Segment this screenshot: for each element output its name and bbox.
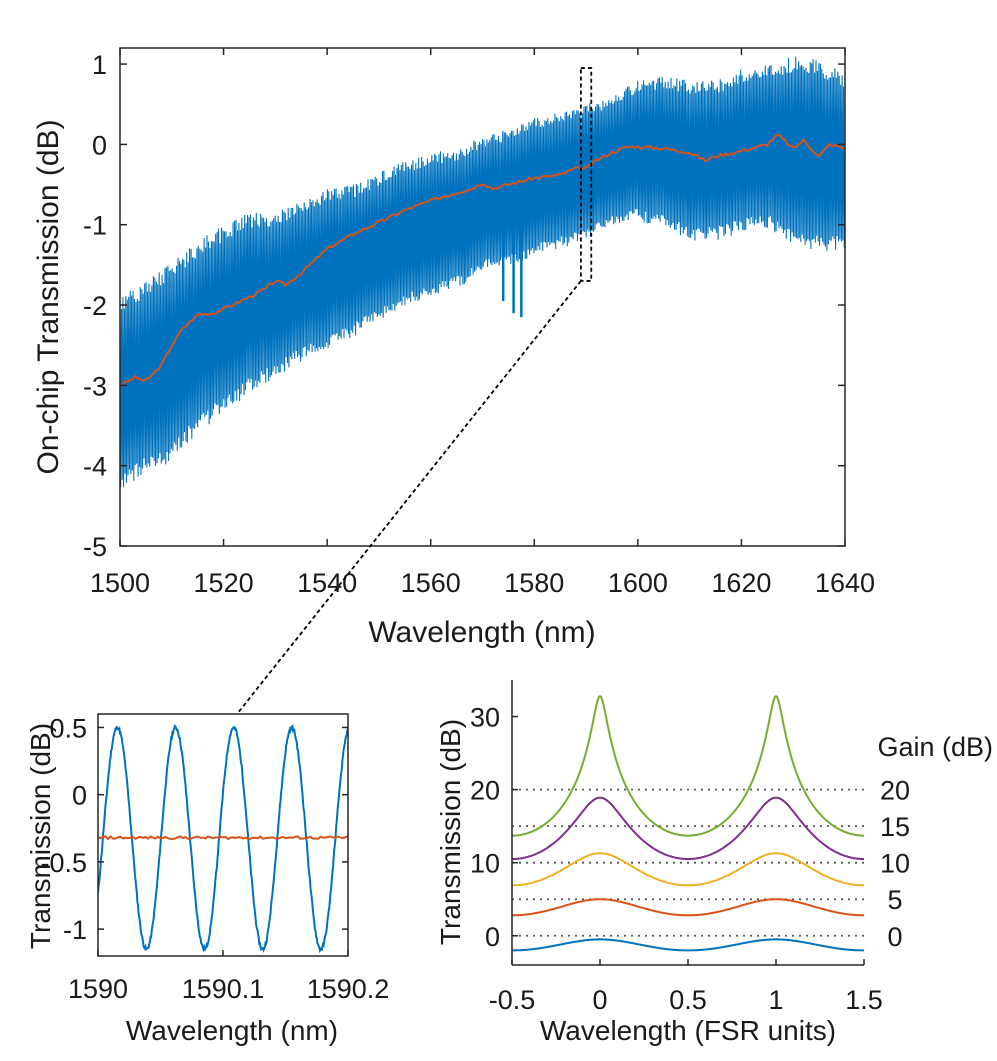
model-x-tick-label: -0.5 (489, 985, 536, 1015)
gain-curve-15 (512, 796, 864, 860)
raw-transmission-trace (120, 56, 845, 488)
main-x-tick-label: 1640 (815, 568, 875, 598)
zoom-chart: 1590 1590.1 1590.2 0.5 0 -0.5 -1 Wavelength (n… (25, 713, 389, 1046)
gain-legend-label-15: 15 (880, 812, 910, 842)
main-y-tick-label: 0 (92, 130, 107, 160)
zoom-annotation (236, 67, 593, 715)
gain-legend-label-0: 0 (887, 922, 902, 952)
zoom-y-tick-label: -1 (63, 915, 87, 945)
main-axes-box (119, 47, 846, 547)
main-x-tick-label: 1580 (504, 568, 564, 598)
main-series-group (120, 56, 845, 488)
zoom-y-tick-label: -0.5 (40, 848, 87, 878)
zoom-y-tick-label: 0 (72, 781, 87, 811)
main-x-tick-label: 1520 (194, 568, 254, 598)
zoom-x-tick-label: 1590 (68, 974, 128, 1004)
main-y-tick-label: -3 (83, 371, 107, 401)
main-x-tick-label: 1500 (90, 568, 150, 598)
model-xlabel: Wavelength (FSR units) (540, 1015, 836, 1046)
gain-curve-20 (512, 694, 864, 837)
gain-curve-10 (512, 852, 864, 887)
main-ylabel: On-chip Transmission (dB) (32, 119, 65, 474)
zoom-averaged-trace (98, 835, 348, 841)
model-y-tick-label: 30 (470, 703, 500, 733)
gain-legend-label-5: 5 (887, 885, 902, 915)
zoom-series-group (98, 724, 348, 954)
main-y-tick-label: -2 (83, 291, 107, 321)
zoom-raw-trace (98, 724, 348, 954)
zoom-x-tick-label: 1590.1 (182, 974, 265, 1004)
main-ticks: 1500 1520 1540 1560 1580 1600 1620 1640 1 0 -1 -2 -3… (83, 48, 875, 598)
main-chart: 1500 1520 1540 1560 1580 1600 1620 1640 1 0 -1 -2 -3… (32, 47, 875, 715)
gain-legend-label-20: 20 (880, 776, 910, 806)
zoom-ticks: 1590 1590.1 1590.2 0.5 0 -0.5 -1 (40, 713, 389, 1004)
zoom-x-tick-label: 1590.2 (307, 974, 390, 1004)
main-xlabel: Wavelength (nm) (368, 616, 595, 649)
gain-curve-0 (512, 938, 864, 952)
zoom-ylabel: Transmission (dB) (25, 723, 56, 949)
zoom-region-box (579, 67, 593, 282)
model-chart: -0.5 0 0.5 1 1.5 0 10 20 30 Wavelength (FSR unit… (435, 680, 993, 1046)
model-ylabel: Transmission (dB) (435, 719, 466, 945)
gain-legend-label-10: 10 (880, 849, 910, 879)
main-y-tick-label: -4 (83, 452, 107, 482)
gain-curve-5 (512, 898, 864, 917)
gain-legend: 0 5 10 15 20 (880, 776, 910, 952)
model-x-tick-label: 1 (768, 985, 783, 1015)
zoom-connector-line (236, 280, 582, 715)
model-series-group (512, 694, 864, 952)
main-x-tick-label: 1600 (608, 568, 668, 598)
model-y-tick-label: 0 (485, 922, 500, 952)
model-y-tick-label: 20 (470, 776, 500, 806)
main-x-tick-label: 1560 (401, 568, 461, 598)
legend-title: Gain (dB) (877, 732, 993, 762)
main-y-tick-label: -5 (83, 532, 107, 562)
zoom-xlabel: Wavelength (nm) (126, 1015, 338, 1046)
main-y-tick-label: -1 (83, 211, 107, 241)
model-x-tick-label: 0.5 (669, 985, 707, 1015)
main-y-tick-label: 1 (92, 50, 107, 80)
main-x-tick-label: 1540 (297, 568, 357, 598)
main-x-tick-label: 1620 (711, 568, 771, 598)
model-y-tick-label: 10 (470, 849, 500, 879)
zoom-axes-box (97, 713, 349, 957)
model-x-tick-label: 0 (592, 985, 607, 1015)
zoom-y-tick-label: 0.5 (49, 713, 87, 743)
model-x-tick-label: 1.5 (845, 985, 883, 1015)
averaged-transmission-trace (120, 133, 845, 387)
model-ticks: -0.5 0 0.5 1 1.5 0 10 20 30 (470, 703, 883, 1015)
